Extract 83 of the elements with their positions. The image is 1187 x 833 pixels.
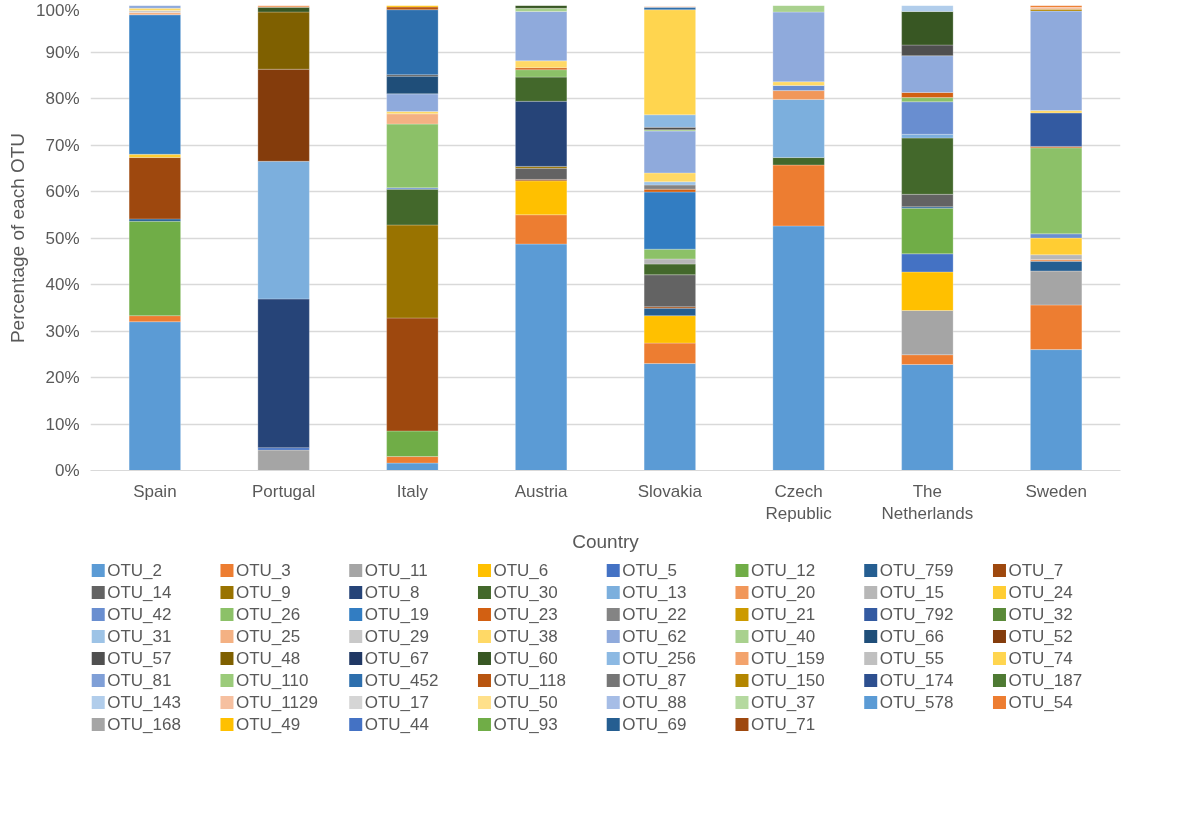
x-tick-label: Spain bbox=[133, 481, 177, 501]
y-tick-label: 50% bbox=[45, 228, 80, 248]
legend-label: OTU_110 bbox=[235, 671, 309, 690]
legend-label: OTU_42 bbox=[107, 605, 172, 624]
legend-label: OTU_67 bbox=[364, 649, 429, 668]
legend-label: OTU_23 bbox=[493, 605, 558, 624]
y-tick-label: 30% bbox=[45, 321, 80, 341]
legend-label: OTU_792 bbox=[879, 605, 954, 624]
legend-label: OTU_256 bbox=[622, 649, 696, 668]
legend-label: OTU_87 bbox=[622, 671, 687, 690]
x-tick-label: Austria bbox=[514, 481, 569, 501]
legend-label: OTU_452 bbox=[364, 671, 439, 690]
legend-label: OTU_19 bbox=[364, 605, 429, 624]
legend-label: OTU_69 bbox=[622, 715, 687, 734]
legend-label: OTU_93 bbox=[493, 715, 558, 734]
y-tick-label: 90% bbox=[45, 42, 80, 62]
legend-label: OTU_20 bbox=[750, 583, 816, 602]
y-tick-label: 20% bbox=[45, 368, 80, 387]
legend-label: OTU_187 bbox=[1008, 671, 1083, 690]
legend-label: OTU_62 bbox=[622, 627, 687, 646]
x-axis-title: Country bbox=[572, 531, 640, 553]
legend-label: OTU_14 bbox=[107, 583, 172, 602]
legend-label: OTU_13 bbox=[622, 583, 687, 602]
legend-label: OTU_150 bbox=[750, 671, 825, 690]
legend-label: OTU_54 bbox=[1008, 693, 1073, 712]
x-tick-label: Italy bbox=[396, 481, 429, 501]
legend-label: OTU_32 bbox=[1008, 605, 1073, 624]
legend-label: OTU_24 bbox=[1008, 583, 1073, 602]
legend-label: OTU_44 bbox=[364, 715, 429, 734]
legend-label: OTU_8 bbox=[364, 583, 420, 602]
legend-label: OTU_26 bbox=[235, 605, 301, 624]
legend-label: OTU_66 bbox=[879, 627, 944, 646]
legend-label: OTU_48 bbox=[235, 649, 301, 668]
x-tick-label: Czech Republic bbox=[765, 481, 833, 524]
legend-label: OTU_11 bbox=[364, 561, 428, 580]
y-tick-label: 10% bbox=[45, 414, 80, 434]
y-tick-label: 40% bbox=[45, 275, 80, 294]
legend-label: OTU_6 bbox=[493, 561, 549, 580]
legend-label: OTU_52 bbox=[1008, 627, 1073, 646]
legend-label: OTU_7 bbox=[1008, 561, 1064, 580]
legend-label: OTU_15 bbox=[879, 583, 944, 602]
legend-label: OTU_25 bbox=[235, 627, 301, 646]
legend-label: OTU_22 bbox=[622, 605, 687, 624]
legend-label: OTU_40 bbox=[750, 627, 816, 646]
legend-label: OTU_74 bbox=[1008, 649, 1073, 668]
legend-label: OTU_31 bbox=[107, 627, 172, 646]
legend-label: OTU_60 bbox=[493, 649, 558, 668]
legend-label: OTU_1129 bbox=[235, 693, 318, 712]
legend-label: OTU_37 bbox=[750, 693, 816, 712]
legend-label: OTU_578 bbox=[879, 693, 954, 712]
legend-label: OTU_38 bbox=[493, 627, 558, 646]
legend-label: OTU_71 bbox=[750, 715, 816, 734]
legend-label: OTU_118 bbox=[493, 671, 566, 690]
y-tick-label: 60% bbox=[45, 182, 80, 201]
legend-label: OTU_49 bbox=[235, 715, 301, 734]
legend-label: OTU_3 bbox=[235, 561, 291, 580]
legend-label: OTU_17 bbox=[364, 693, 429, 712]
y-tick-label: 70% bbox=[45, 135, 80, 155]
x-tick-label: The Netherlands bbox=[881, 481, 974, 524]
legend-label: OTU_5 bbox=[622, 561, 678, 580]
legend-label: OTU_57 bbox=[107, 649, 172, 668]
y-tick-label: 0% bbox=[54, 461, 80, 480]
legend-label: OTU_143 bbox=[107, 693, 181, 712]
x-tick-label: Slovakia bbox=[637, 481, 703, 501]
y-tick-label: 80% bbox=[45, 89, 80, 108]
x-tick-label: Portugal bbox=[251, 481, 316, 501]
y-tick-label: 100% bbox=[36, 0, 80, 20]
legend-label: OTU_2 bbox=[107, 561, 163, 580]
legend-label: OTU_30 bbox=[493, 583, 558, 602]
legend-label: OTU_12 bbox=[750, 561, 816, 580]
legend-label: OTU_174 bbox=[879, 671, 954, 690]
legend-label: OTU_88 bbox=[622, 693, 687, 712]
legend-label: OTU_159 bbox=[750, 649, 825, 668]
legend-label: OTU_81 bbox=[107, 671, 172, 690]
legend-label: OTU_9 bbox=[235, 583, 291, 602]
legend-label: OTU_21 bbox=[750, 605, 816, 624]
x-tick-label: Sweden bbox=[1025, 481, 1087, 501]
legend-label: OTU_759 bbox=[879, 561, 954, 580]
legend-label: OTU_168 bbox=[107, 715, 181, 734]
legend-label: OTU_50 bbox=[493, 693, 558, 712]
legend-label: OTU_55 bbox=[879, 649, 944, 668]
y-axis-title: Percentage of each OTU bbox=[7, 132, 29, 344]
legend-label: OTU_29 bbox=[364, 627, 429, 646]
